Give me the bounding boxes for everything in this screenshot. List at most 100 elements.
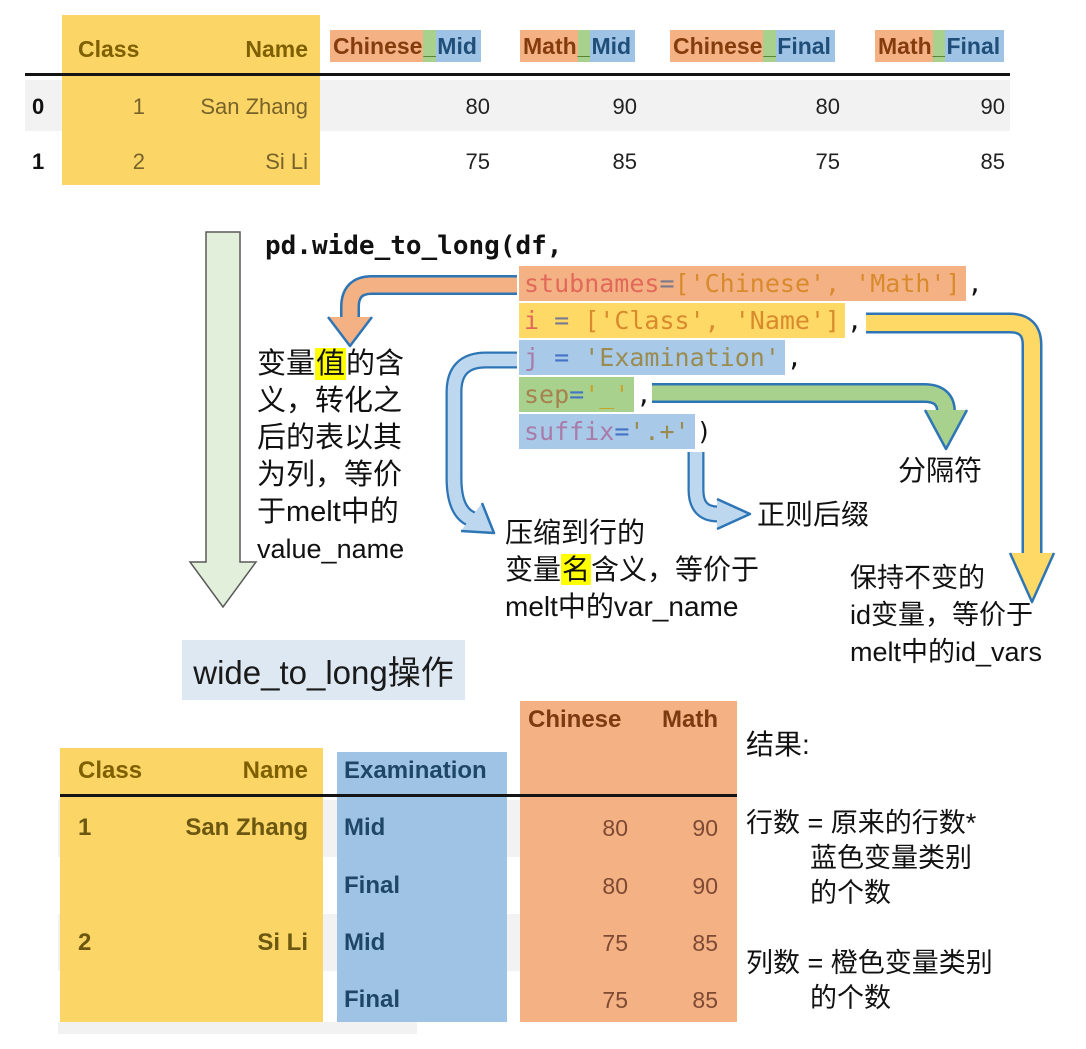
annotation-line: value_name: [257, 534, 405, 564]
cell-examination: Final: [344, 986, 401, 1013]
annotation-line: id变量，等价于: [850, 600, 1034, 630]
annotation-regex-suffix: 正则后缀: [757, 499, 870, 530]
transform-down-arrow: [188, 231, 258, 609]
wide-header-name: Name: [245, 36, 308, 62]
long-header-examination: Examination: [344, 757, 487, 784]
cell-math: 85: [692, 930, 718, 956]
row-index: 0: [32, 94, 45, 119]
code-token: ,: [847, 306, 863, 335]
stubnames-arrow: [327, 275, 517, 348]
result-rows-line1: 行数 = 原来的行数*: [746, 808, 977, 838]
annotation-line: melt中的id_vars: [850, 637, 1043, 667]
cell-examination: Mid: [344, 814, 386, 841]
header-divider: [60, 794, 737, 797]
result-heading: 结果:: [746, 729, 810, 760]
code-arg-sep: sep='_',: [519, 377, 651, 412]
sep-part: _: [423, 30, 437, 62]
header-divider: [25, 73, 1010, 76]
cell-math: 85: [692, 987, 718, 1013]
cell-math-final: 90: [980, 94, 1005, 119]
cell-chinese-final: 80: [815, 94, 840, 119]
code-token: =: [614, 417, 630, 446]
suffix-part: Mid: [590, 30, 636, 62]
code-token: ['Chinese', 'Math']: [674, 269, 961, 298]
code-token: suffix: [524, 417, 615, 446]
annotation-line: 于melt中的: [257, 496, 399, 528]
wide-header-chinese-final: Chinese_Final: [670, 30, 835, 62]
id-columns-highlight: [60, 748, 323, 1022]
suffix-part: Final: [776, 30, 835, 62]
highlighted-char: 值: [315, 348, 347, 380]
annotation-line: 压缩到行的: [505, 517, 646, 548]
result-cols-line2: 的个数: [810, 983, 891, 1013]
cell-name: Si Li: [257, 929, 308, 956]
cell-name: San Zhang: [185, 814, 308, 841]
value-columns-highlight: [520, 701, 737, 1022]
code-token: =: [539, 343, 585, 372]
cell-math-final: 85: [980, 149, 1005, 174]
cell-math: 90: [692, 873, 718, 899]
cell-class: 1: [78, 814, 92, 841]
annotation-text: 的含: [346, 348, 405, 380]
annotation-line: 变量名含义，等价于: [505, 551, 759, 588]
cell-class: 1: [132, 94, 145, 119]
annotation-line: 义，转化之: [257, 385, 403, 417]
result-cols-line1: 列数 = 橙色变量类别: [746, 948, 993, 978]
cell-chinese: 75: [602, 930, 628, 956]
cell-chinese-final: 75: [815, 149, 840, 174]
id-columns-highlight: [62, 15, 320, 185]
annotation-line: 为列，等价: [257, 459, 403, 491]
cell-chinese: 80: [602, 815, 628, 841]
result-rows-line3: 的个数: [810, 878, 891, 908]
sep-part: _: [932, 30, 946, 62]
suffix-part: Mid: [436, 30, 481, 62]
code-token: 'Examination': [584, 343, 780, 372]
long-header-math: Math: [662, 706, 718, 733]
code-token: ): [696, 417, 712, 446]
cell-math-mid: 85: [612, 149, 637, 174]
cell-chinese-mid: 80: [465, 94, 490, 119]
code-arg-stubnames: stubnames=['Chinese', 'Math'],: [519, 266, 983, 301]
code-token: ,: [636, 380, 652, 409]
annotation-line: 保持不变的: [850, 563, 985, 593]
annotation-line: 后的表以其: [257, 422, 403, 454]
cell-class: 2: [132, 149, 145, 174]
code-token: =: [539, 306, 585, 335]
long-header-chinese: Chinese: [528, 706, 622, 733]
code-token: j: [524, 343, 540, 372]
result-rows-line2: 蓝色变量类别: [810, 843, 972, 873]
sep-part: _: [763, 30, 777, 62]
code-arg-j: j = 'Examination',: [519, 340, 802, 375]
wide-header-chinese-mid: Chinese_Mid: [330, 30, 481, 62]
examination-column-highlight: [337, 752, 507, 1022]
cell-examination: Final: [344, 872, 401, 899]
suffix-part: Final: [945, 30, 1005, 62]
stub-part: Chinese: [330, 30, 424, 62]
cell-examination: Mid: [344, 929, 386, 956]
code-arg-suffix: suffix='.+'): [519, 414, 712, 449]
cell-name: San Zhang: [200, 94, 308, 119]
annotation-id-vars: 保持不变的 id变量，等价于 melt中的id_vars: [850, 560, 1042, 671]
wide-header-math-mid: Math_Mid: [520, 30, 636, 62]
long-header-name: Name: [242, 757, 308, 784]
highlighted-char: 名: [561, 554, 592, 585]
code-token: '.+': [629, 417, 690, 446]
code-token: ['Class', 'Name']: [584, 306, 841, 335]
long-header-class: Class: [78, 757, 143, 784]
cell-math-mid: 90: [612, 94, 637, 119]
annotation-text: 含义，等价于: [591, 554, 760, 585]
cell-chinese: 80: [602, 873, 628, 899]
annotation-line: melt中的var_name: [505, 591, 739, 622]
long-table-row-stripe: [58, 1022, 417, 1034]
code-token: sep: [524, 380, 570, 409]
code-token: i: [524, 306, 540, 335]
cell-chinese-mid: 75: [465, 149, 490, 174]
annotation-text: 变量: [257, 348, 316, 380]
stub-part: Math: [875, 30, 933, 62]
stub-part: Chinese: [670, 30, 764, 62]
code-token: =: [569, 380, 585, 409]
code-token: '_': [584, 380, 630, 409]
wide-header-class: Class: [78, 36, 140, 62]
annotation-line: 变量值的含: [257, 346, 404, 383]
code-arg-i: i = ['Class', 'Name'],: [519, 303, 862, 338]
